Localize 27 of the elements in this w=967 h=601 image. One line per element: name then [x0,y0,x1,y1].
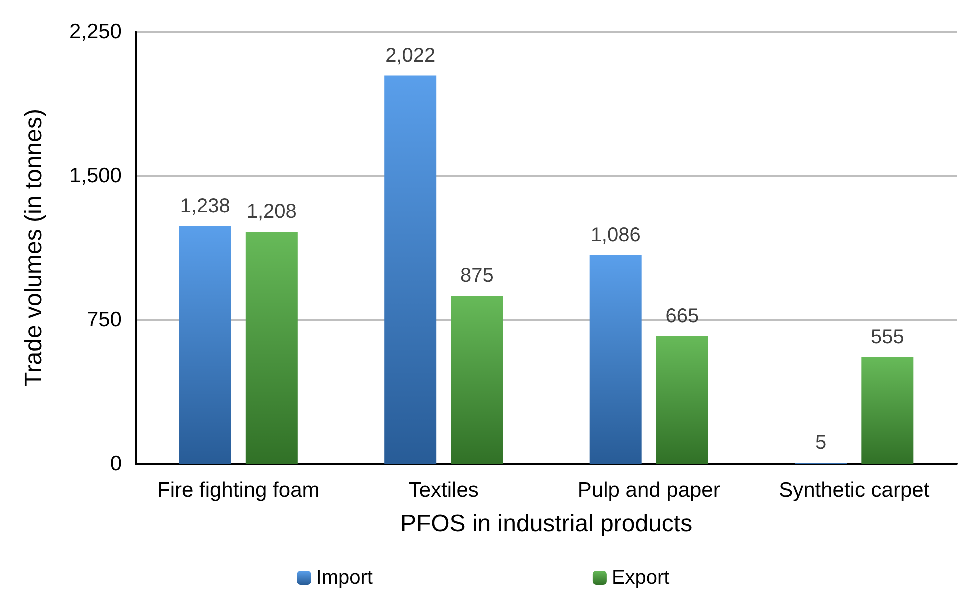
x-axis-title: PFOS in industrial products [400,510,693,538]
bar [246,232,298,464]
data-label: 555 [870,326,904,348]
x-tick-label: Pulp and paper [578,479,720,502]
x-tick-label: Fire fighting foam [158,479,320,502]
data-label: 665 [666,305,700,328]
data-label: 1,238 [180,195,230,218]
bar [590,255,642,464]
bar [384,76,437,464]
bar [656,336,708,464]
data-label: 1,208 [246,201,297,224]
data-label: 2,022 [386,44,436,67]
bar [179,226,232,464]
y-tick-label: 2,250 [69,20,122,44]
y-tick-label: 1,500 [69,164,122,188]
y-axis-title: Trade volumes (in tonnes) [20,109,48,387]
data-label: 875 [460,265,494,287]
legend-label: Import [316,567,374,589]
x-tick-label: Synthetic carpet [779,479,930,502]
data-label: 1,086 [590,224,641,246]
legend-label: Export [612,567,670,589]
x-tick-label: Textiles [408,479,479,502]
y-tick-label: 0 [110,452,122,476]
bar [862,357,914,464]
data-label: 5 [816,432,827,454]
y-tick-label: 750 [86,308,122,332]
bar [451,296,504,464]
